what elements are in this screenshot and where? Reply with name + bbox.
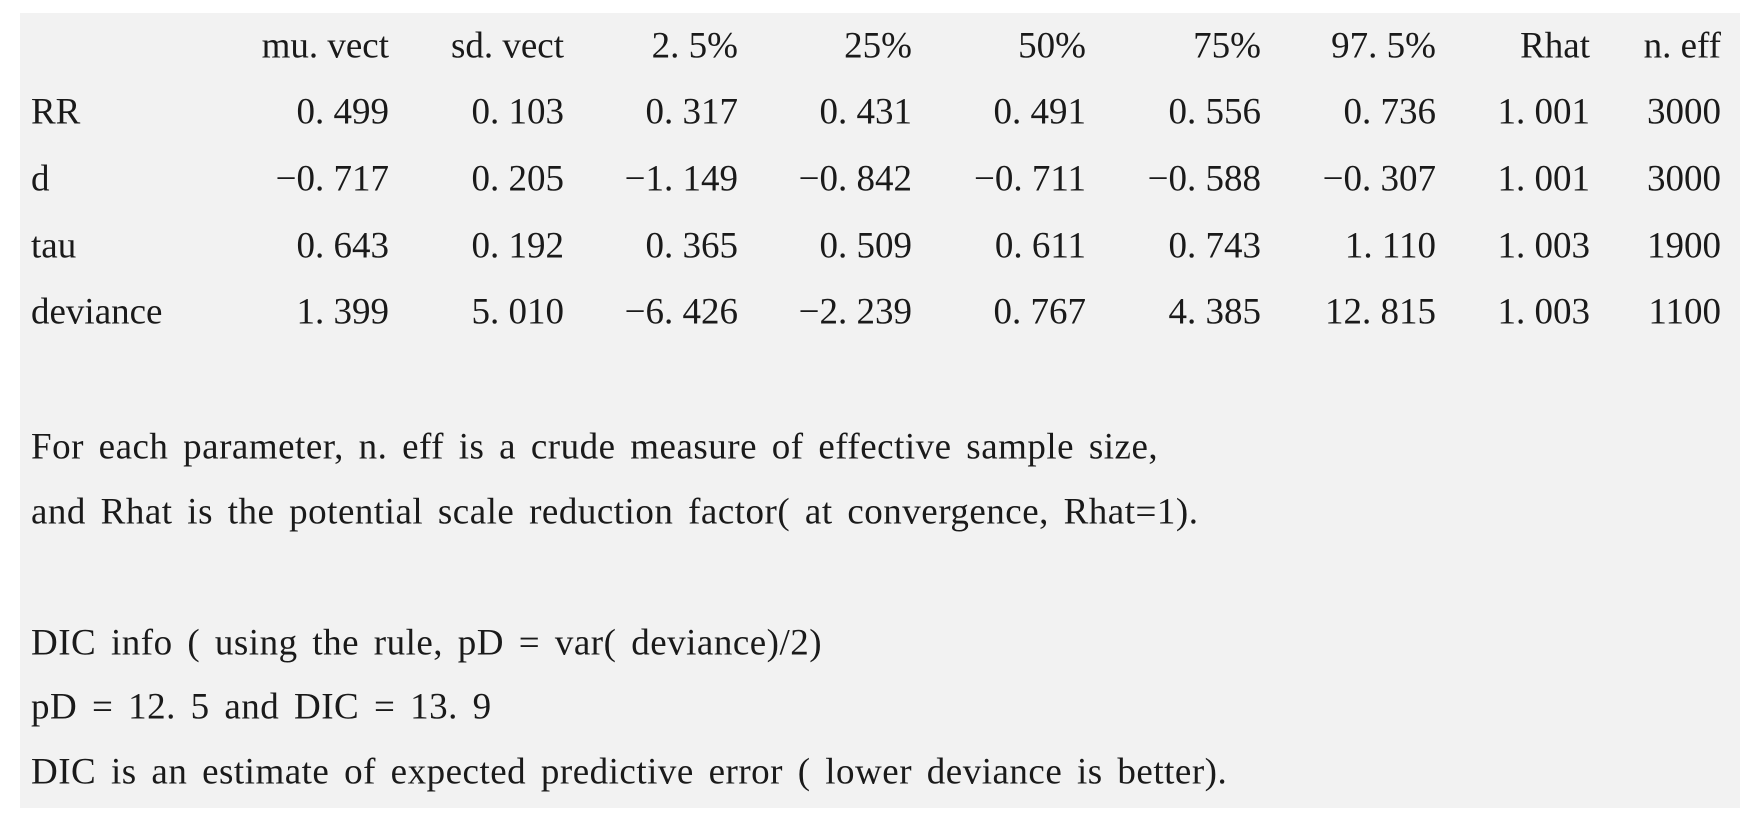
row-label: d: [31, 158, 50, 199]
table-cell: 0. 736: [1344, 91, 1437, 132]
table-cell: 0. 611: [995, 225, 1086, 266]
panel-background: [20, 13, 1740, 808]
table-cell: 0. 192: [472, 225, 565, 266]
table-cell: 1. 110: [1345, 225, 1436, 266]
column-header: 2. 5%: [652, 25, 738, 66]
table-cell: −0. 711: [974, 158, 1086, 199]
row-label: tau: [31, 225, 76, 266]
row-label: RR: [31, 91, 81, 132]
table-cell: −1. 149: [625, 158, 738, 199]
table-cell: 0. 767: [994, 291, 1087, 332]
note-line: and Rhat is the potential scale reductio…: [31, 491, 1198, 532]
table-cell: 0. 743: [1169, 225, 1262, 266]
note-line: For each parameter, n. eff is a crude me…: [31, 426, 1158, 467]
table-cell: 0. 556: [1169, 91, 1262, 132]
row-label: deviance: [31, 291, 162, 332]
note-line: DIC is an estimate of expected predictiv…: [31, 751, 1227, 792]
table-cell: 1. 003: [1498, 291, 1591, 332]
table-cell: 0. 431: [820, 91, 913, 132]
table-cell: 0. 205: [472, 158, 565, 199]
table-cell: 3000: [1647, 158, 1721, 199]
table-cell: 0. 491: [994, 91, 1087, 132]
table-cell: 1900: [1647, 225, 1721, 266]
table-cell: 4. 385: [1169, 291, 1262, 332]
column-header: 75%: [1193, 25, 1261, 66]
table-cell: 12. 815: [1325, 291, 1436, 332]
table-cell: 5. 010: [472, 291, 565, 332]
table-cell: 3000: [1647, 91, 1721, 132]
table-cell: −0. 307: [1323, 158, 1436, 199]
table-cell: −0. 717: [276, 158, 389, 199]
table-cell: 1100: [1648, 291, 1721, 332]
table-cell: 0. 499: [297, 91, 390, 132]
column-header: mu. vect: [262, 25, 390, 66]
note-line: pD = 12. 5 and DIC = 13. 9: [31, 686, 492, 727]
column-header: 25%: [844, 25, 912, 66]
table-cell: 0. 643: [297, 225, 390, 266]
column-header: sd. vect: [451, 25, 565, 66]
table-cell: 1. 001: [1498, 158, 1591, 199]
note-line: DIC info ( using the rule, pD = var( dev…: [31, 622, 822, 663]
column-header: 50%: [1018, 25, 1086, 66]
table-cell: 1. 003: [1498, 225, 1591, 266]
table-cell: −0. 842: [799, 158, 912, 199]
table-cell: 0. 365: [646, 225, 739, 266]
table-cell: 0. 509: [820, 225, 913, 266]
column-header: n. eff: [1644, 25, 1722, 66]
table-cell: 0. 103: [472, 91, 565, 132]
column-header: Rhat: [1520, 25, 1591, 66]
table-cell: −6. 426: [625, 291, 738, 332]
table-cell: 0. 317: [646, 91, 739, 132]
table-cell: −0. 588: [1148, 158, 1261, 199]
column-header: 97. 5%: [1331, 25, 1436, 66]
table-cell: 1. 001: [1498, 91, 1591, 132]
table-cell: 1. 399: [297, 291, 390, 332]
table-cell: −2. 239: [799, 291, 912, 332]
